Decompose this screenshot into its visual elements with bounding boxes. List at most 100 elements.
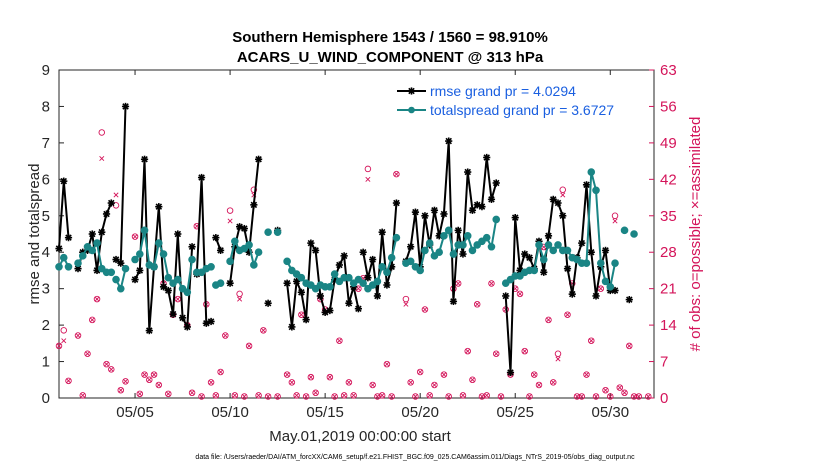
obs-possible-marker	[630, 393, 638, 400]
totalspread-point	[630, 230, 638, 238]
rmse-point	[297, 288, 305, 296]
marker-stroke	[378, 228, 386, 236]
x-axis: 05/05 05/10 05/15 05/20 05/25 05/30	[116, 70, 629, 421]
totalspread-point	[326, 283, 334, 291]
rmse-point	[312, 246, 320, 254]
obs-assimilated-stroke	[588, 338, 594, 344]
totalspread-point	[264, 228, 272, 236]
marker-stroke	[226, 279, 234, 287]
rmse-point	[601, 246, 610, 254]
marker-stroke	[431, 207, 438, 214]
obs-assimilated-marker	[327, 374, 333, 380]
marker-stroke	[155, 203, 163, 210]
obs-assimilated-stroke	[256, 392, 262, 398]
obs-assimilated-stroke	[631, 393, 637, 399]
rmse-point	[392, 199, 401, 207]
totalspread-point	[78, 252, 87, 260]
obs-assimilated-marker	[612, 218, 618, 224]
y-right-tick-label: 42	[660, 171, 677, 188]
marker-stroke	[464, 168, 471, 176]
obs-assimilated-marker	[412, 393, 418, 399]
rmse-point	[454, 226, 462, 234]
obs-assimilated-marker	[165, 391, 171, 397]
rmse-point	[164, 286, 172, 295]
marker-stroke	[559, 212, 567, 220]
obs-possible-marker	[122, 378, 129, 385]
totalspread-point	[164, 273, 173, 282]
rmse-point	[226, 279, 234, 287]
totalspread-point	[563, 246, 572, 255]
totalspread-point	[88, 246, 97, 255]
obs-assimilated-stroke	[545, 317, 552, 323]
y-right-tick-label: 0	[660, 390, 668, 407]
obs-possible-marker	[212, 392, 220, 399]
obs-assimilated-marker	[517, 291, 523, 297]
obs-possible-marker	[236, 290, 243, 298]
obs-possible-marker	[407, 379, 414, 386]
marker-stroke	[188, 243, 196, 251]
obs-possible-marker	[331, 393, 338, 400]
obs-possible-marker	[445, 393, 452, 400]
obs-assimilated-marker	[441, 372, 447, 378]
obs-possible-marker	[573, 393, 581, 400]
obs-assimilated-stroke	[336, 338, 342, 344]
marker-stroke	[521, 250, 529, 258]
obs-possible-marker	[312, 389, 319, 397]
rmse-point	[169, 310, 177, 318]
obs-assimilated-stroke	[536, 382, 542, 388]
obs-assimilated-stroke	[165, 391, 171, 397]
totalspread-point	[468, 246, 477, 255]
rmse-point	[197, 173, 206, 182]
marker-stroke	[340, 252, 348, 260]
obs-assimilated-stroke	[622, 390, 628, 396]
y-right-tick-label: 63	[660, 62, 677, 79]
marker-stroke	[564, 265, 571, 272]
totalspread-point	[449, 250, 458, 258]
rmse-point	[492, 179, 500, 187]
obs-assimilated-stroke	[65, 378, 72, 384]
obs-assimilated-stroke	[284, 372, 290, 378]
obs-assimilated-stroke	[427, 392, 433, 398]
obs-possible-marker	[326, 373, 334, 381]
y-right-tick-label: 14	[660, 317, 677, 334]
marker-stroke	[393, 199, 400, 207]
obs-assimilated-stroke	[294, 392, 300, 398]
rmse-point	[326, 306, 334, 315]
obs-assimilated-marker	[479, 393, 485, 399]
y-tick-label: 6	[42, 171, 50, 188]
marker-stroke	[122, 103, 129, 110]
rmse-point	[178, 314, 187, 322]
obs-assimilated-stroke	[175, 296, 181, 302]
rmse-point	[340, 252, 348, 260]
obs-assimilated-marker	[598, 286, 604, 292]
marker-stroke	[369, 256, 376, 263]
obs-possible-marker	[283, 371, 291, 378]
obs-assimilated-marker	[222, 333, 228, 339]
obs-assimilated-stroke	[412, 393, 418, 399]
totalspread-point	[359, 279, 367, 288]
obs-possible-marker	[459, 392, 467, 399]
totalspread-point	[549, 246, 558, 255]
legend-rmse-label: rmse grand pr = 4.0294	[430, 83, 576, 99]
marker-stroke	[445, 137, 452, 145]
obs-assimilated-marker	[336, 338, 342, 344]
obs-possible-marker	[554, 350, 562, 357]
totalspread-point	[587, 168, 596, 176]
obs-assimilated-stroke	[84, 351, 91, 357]
marker-stroke	[492, 179, 500, 187]
obs-possible-marker	[378, 392, 386, 399]
obs-assimilated-marker	[564, 312, 571, 318]
totalspread-point	[601, 277, 610, 286]
x-tick-label: 05/25	[496, 404, 534, 421]
totalspread-point	[155, 239, 163, 247]
rmse-point	[459, 250, 467, 258]
obs-assimilated-stroke	[275, 393, 281, 399]
obs-possible-marker	[60, 327, 68, 334]
marker-stroke	[160, 283, 167, 291]
totalspread-point	[416, 266, 424, 275]
totalspread-point	[121, 264, 130, 273]
totalspread-point	[226, 257, 234, 266]
marker-stroke	[383, 281, 391, 289]
y-right-tick-label: 28	[660, 244, 677, 261]
obs-possible-marker	[241, 393, 248, 400]
